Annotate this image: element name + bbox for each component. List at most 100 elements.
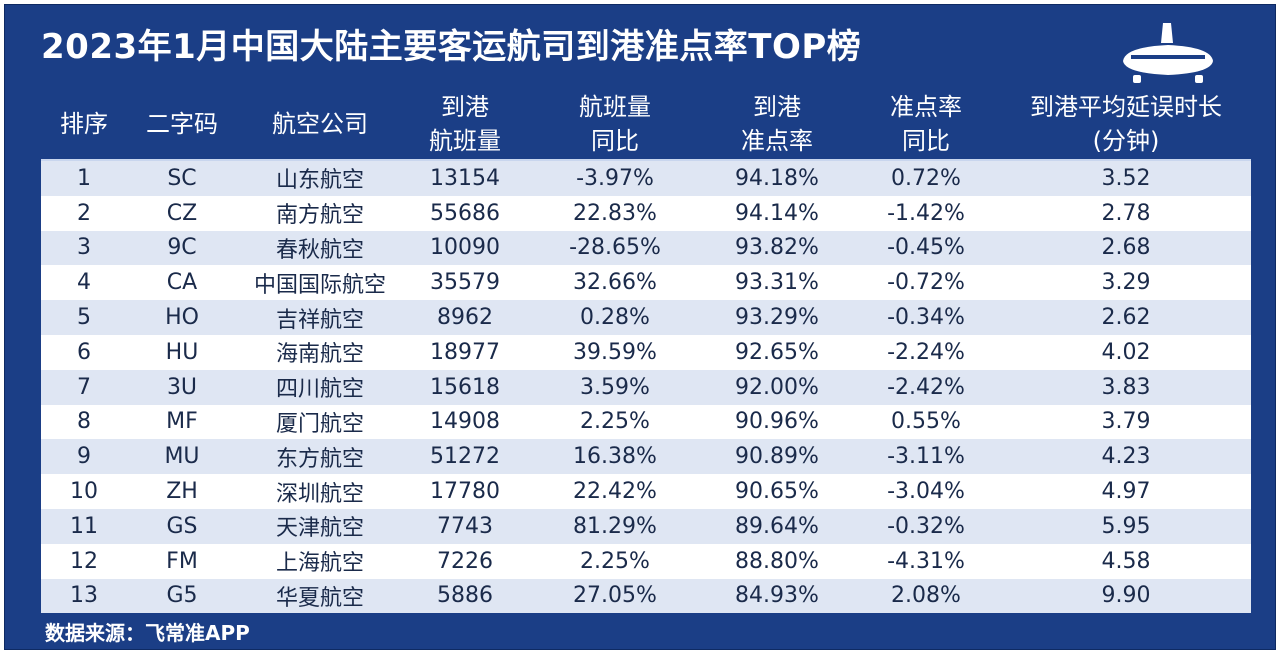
cell-ontime-rate: 88.80%: [703, 543, 851, 579]
cell-arrivals: 15618: [403, 369, 527, 405]
cell-volume-yoy: 0.28%: [527, 300, 703, 335]
header-ontime-rate: 到港 准点率: [703, 89, 851, 161]
cell-arrivals: 18977: [403, 334, 527, 370]
cell-avg-delay: 9.90: [1001, 578, 1251, 614]
cell-code: 3U: [127, 369, 237, 405]
table-row: 7 3U 四川航空 15618 3.59% 92.00% -2.42% 3.83: [41, 369, 1251, 405]
cell-avg-delay: 3.29: [1001, 265, 1251, 301]
cell-rank: 1: [41, 160, 127, 196]
cell-arrivals: 7226: [403, 543, 527, 579]
cell-volume-yoy: 32.66%: [527, 265, 703, 301]
cell-code: CA: [127, 265, 237, 301]
cell-volume-yoy: 39.59%: [527, 334, 703, 370]
table-row: 3 9C 春秋航空 10090 -28.65% 93.82% -0.45% 2.68: [41, 230, 1251, 266]
cell-code: HU: [127, 334, 237, 370]
cell-code: SC: [127, 160, 237, 196]
cell-ontime-rate: 94.18%: [703, 160, 851, 196]
cell-rank: 4: [41, 265, 127, 301]
header-code: 二字码: [127, 89, 237, 161]
cell-volume-yoy: 3.59%: [527, 369, 703, 405]
cell-airline: 天津航空: [237, 508, 403, 544]
table-row: 2 CZ 南方航空 55686 22.83% 94.14% -1.42% 2.78: [41, 195, 1251, 231]
cell-ontime-yoy: -0.32%: [851, 508, 1001, 544]
cell-ontime-rate: 92.00%: [703, 369, 851, 405]
cell-ontime-rate: 89.64%: [703, 508, 851, 544]
ranking-table-wrap: 排序 二字码 航空公司 到港 航班量 航班量 同比 到港 准点率 准点率 同比 到港平均…: [41, 89, 1251, 614]
page-title: 2023年1月中国大陆主要客运航司到港准点率TOP榜: [41, 27, 862, 67]
header-arrivals: 到港 航班量: [403, 89, 527, 161]
cell-avg-delay: 4.97: [1001, 474, 1251, 509]
cell-arrivals: 55686: [403, 195, 527, 231]
cell-rank: 13: [41, 578, 127, 614]
cell-ontime-rate: 84.93%: [703, 578, 851, 614]
cell-ontime-yoy: -2.24%: [851, 334, 1001, 370]
cell-avg-delay: 2.78: [1001, 195, 1251, 231]
table-body: 1 SC 山东航空 13154 -3.97% 94.18% 0.72% 3.52 2 CZ 南方航空…: [41, 160, 1251, 614]
header-volume-yoy: 航班量 同比: [527, 89, 703, 161]
cell-avg-delay: 5.95: [1001, 508, 1251, 544]
cell-airline: 厦门航空: [237, 404, 403, 440]
airplane-icon: [1123, 23, 1213, 83]
cell-airline: 山东航空: [237, 160, 403, 196]
header-rank: 排序: [41, 89, 127, 161]
cell-ontime-rate: 93.31%: [703, 265, 851, 301]
table-row: 13 G5 华夏航空 5886 27.05% 84.93% 2.08% 9.90: [41, 578, 1251, 614]
cell-arrivals: 5886: [403, 578, 527, 614]
cell-arrivals: 17780: [403, 474, 527, 509]
cell-airline: 四川航空: [237, 369, 403, 405]
cell-volume-yoy: 2.25%: [527, 404, 703, 440]
cell-ontime-yoy: 2.08%: [851, 578, 1001, 614]
cell-avg-delay: 2.62: [1001, 300, 1251, 335]
header-avg-delay: 到港平均延误时长 (分钟): [1001, 89, 1251, 161]
cell-ontime-rate: 90.96%: [703, 404, 851, 440]
cell-avg-delay: 3.79: [1001, 404, 1251, 440]
cell-ontime-rate: 93.82%: [703, 230, 851, 266]
cell-ontime-yoy: -3.11%: [851, 439, 1001, 475]
cell-code: 9C: [127, 230, 237, 266]
cell-rank: 6: [41, 334, 127, 370]
table-header-row: 排序 二字码 航空公司 到港 航班量 航班量 同比 到港 准点率 准点率 同比 到港平均…: [41, 89, 1251, 161]
table-row: 8 MF 厦门航空 14908 2.25% 90.96% 0.55% 3.79: [41, 404, 1251, 440]
cell-ontime-yoy: -1.42%: [851, 195, 1001, 231]
cell-avg-delay: 4.58: [1001, 543, 1251, 579]
cell-airline: 吉祥航空: [237, 300, 403, 335]
cell-ontime-yoy: -3.04%: [851, 474, 1001, 509]
cell-code: FM: [127, 543, 237, 579]
table-row: 6 HU 海南航空 18977 39.59% 92.65% -2.24% 4.02: [41, 334, 1251, 370]
cell-volume-yoy: -3.97%: [527, 160, 703, 196]
cell-volume-yoy: 2.25%: [527, 543, 703, 579]
cell-ontime-rate: 90.89%: [703, 439, 851, 475]
table-row: 5 HO 吉祥航空 8962 0.28% 93.29% -0.34% 2.62: [41, 300, 1251, 335]
cell-airline: 海南航空: [237, 334, 403, 370]
cell-avg-delay: 4.02: [1001, 334, 1251, 370]
cell-rank: 10: [41, 474, 127, 509]
cell-rank: 8: [41, 404, 127, 440]
cell-arrivals: 10090: [403, 230, 527, 266]
cell-code: MF: [127, 404, 237, 440]
cell-airline: 东方航空: [237, 439, 403, 475]
cell-ontime-yoy: 0.55%: [851, 404, 1001, 440]
cell-volume-yoy: 16.38%: [527, 439, 703, 475]
table-row: 4 CA 中国国际航空 35579 32.66% 93.31% -0.72% 3.29: [41, 265, 1251, 301]
cell-ontime-yoy: -0.72%: [851, 265, 1001, 301]
cell-airline: 华夏航空: [237, 578, 403, 614]
cell-ontime-yoy: -4.31%: [851, 543, 1001, 579]
cell-code: MU: [127, 439, 237, 475]
cell-ontime-yoy: -2.42%: [851, 369, 1001, 405]
table-row: 10 ZH 深圳航空 17780 22.42% 90.65% -3.04% 4.97: [41, 474, 1251, 509]
cell-arrivals: 35579: [403, 265, 527, 301]
data-source: 数据来源：飞常准APP: [45, 621, 250, 645]
cell-airline: 南方航空: [237, 195, 403, 231]
table-row: 12 FM 上海航空 7226 2.25% 88.80% -4.31% 4.58: [41, 543, 1251, 579]
cell-rank: 11: [41, 508, 127, 544]
cell-airline: 春秋航空: [237, 230, 403, 266]
cell-volume-yoy: 22.42%: [527, 474, 703, 509]
header-airline: 航空公司: [237, 89, 403, 161]
cell-ontime-yoy: -0.45%: [851, 230, 1001, 266]
cell-arrivals: 7743: [403, 508, 527, 544]
cell-code: G5: [127, 578, 237, 614]
cell-arrivals: 14908: [403, 404, 527, 440]
cell-ontime-yoy: 0.72%: [851, 160, 1001, 196]
cell-rank: 2: [41, 195, 127, 231]
cell-airline: 上海航空: [237, 543, 403, 579]
